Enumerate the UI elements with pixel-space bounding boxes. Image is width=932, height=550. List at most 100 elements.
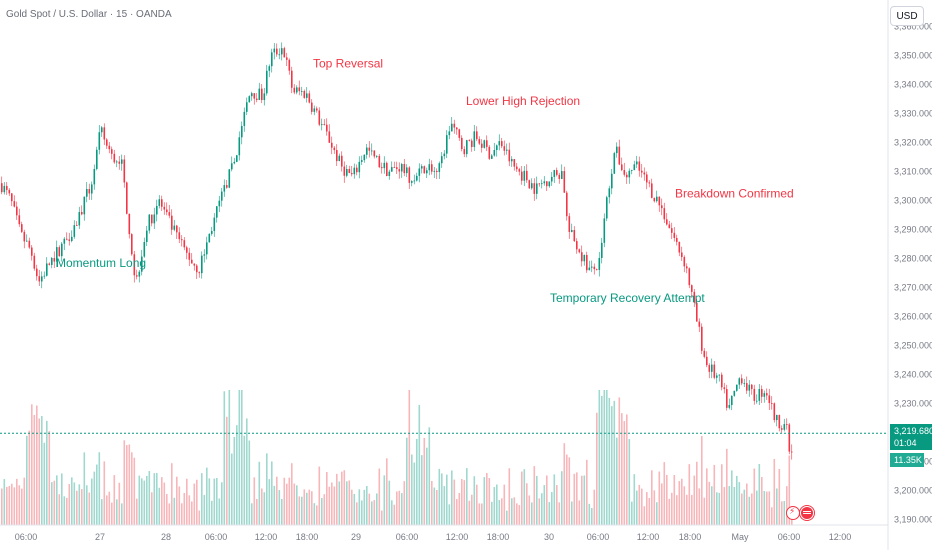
candle-body [653, 197, 656, 202]
volume-bar [71, 477, 73, 525]
candle-body [681, 252, 683, 258]
candle-body [353, 167, 356, 175]
volume-bar [671, 492, 673, 525]
candle-body [13, 201, 16, 207]
candle-body [616, 146, 618, 154]
candle-body [713, 364, 716, 378]
candle-body [16, 206, 18, 216]
candle-body [756, 400, 758, 402]
candle-body [268, 66, 271, 71]
candle-body [88, 188, 91, 194]
volume-bar [463, 480, 466, 525]
candle-body [426, 170, 428, 174]
candle-body [591, 266, 593, 268]
candlestick-series [1, 42, 793, 460]
candle-body [626, 174, 628, 178]
volume-bar [391, 500, 393, 525]
candle-body [783, 424, 786, 430]
current-price-value: 3,219.680 [894, 426, 932, 436]
volume-bar [483, 477, 486, 525]
candle-body [398, 169, 401, 172]
volume-bar [578, 500, 581, 525]
candle-body [688, 268, 691, 286]
volume-bar [331, 482, 333, 525]
volume-bar [193, 483, 196, 525]
candle-body [83, 196, 86, 215]
volume-bar [106, 495, 108, 525]
time-tick-label: 12:00 [255, 532, 278, 542]
volume-bar [443, 486, 446, 525]
volume-bar [528, 495, 531, 525]
candle-body [638, 161, 641, 171]
candle-body [243, 111, 246, 126]
candle-body [448, 131, 451, 136]
volume-bar [413, 462, 416, 525]
candle-body [743, 383, 746, 384]
volume-bar [321, 497, 323, 525]
candle-body [213, 217, 216, 232]
candle-body [161, 199, 163, 207]
candle-body [676, 237, 678, 242]
candle-body [61, 243, 63, 257]
candle-body [186, 247, 188, 253]
candle-body [608, 188, 611, 198]
candle-body [536, 183, 538, 194]
volume-bar [296, 485, 298, 525]
volume-bar [363, 489, 366, 525]
volume-bar [723, 487, 726, 525]
candle-body [376, 155, 378, 157]
volume-bar [753, 468, 756, 525]
volume-bar [778, 468, 781, 525]
volume-bar [678, 481, 681, 525]
candle-body [66, 238, 68, 240]
volume-bar [643, 506, 646, 525]
time-tick-label: 12:00 [446, 532, 469, 542]
volume-bar [96, 464, 98, 525]
volume-bar [316, 505, 318, 525]
volume-bar [63, 496, 66, 525]
volume-bar [293, 483, 296, 525]
candle-body [38, 276, 41, 282]
candle-body [36, 268, 38, 277]
flag-icon[interactable] [800, 506, 814, 520]
candle-body [21, 224, 23, 232]
candle-body [463, 149, 466, 155]
candle-body [791, 451, 793, 453]
volume-bar [353, 493, 356, 525]
candle-body [28, 240, 31, 248]
candle-body [328, 131, 331, 143]
candle-body [56, 247, 58, 262]
candle-body [23, 231, 26, 242]
volume-bar [398, 490, 401, 525]
flash-icon[interactable] [786, 506, 800, 520]
candle-body [118, 161, 121, 164]
candle-body [458, 129, 461, 138]
candle-body [263, 93, 266, 101]
candle-body [361, 160, 363, 162]
volume-bar [631, 501, 633, 525]
candle-body [646, 174, 648, 183]
volume-bar [333, 486, 336, 525]
volume-bar [371, 501, 373, 525]
currency-button[interactable]: USD [890, 6, 924, 26]
time-tick-label: 30 [544, 532, 554, 542]
candle-body [71, 236, 73, 241]
candle-body [391, 167, 393, 172]
candle-body [751, 384, 753, 389]
candle-body [168, 212, 171, 216]
volume-bar [186, 478, 188, 525]
candle-body [208, 233, 211, 243]
volume-bar [116, 499, 118, 525]
volume-bar [338, 481, 341, 525]
candle-body [278, 54, 281, 56]
candle-body [411, 181, 413, 183]
candle-body [253, 93, 256, 99]
candle-body [493, 149, 496, 156]
volume-bar [311, 491, 313, 525]
volume-bar [616, 437, 618, 525]
volume-bar [731, 470, 733, 525]
volume-bar [3, 479, 6, 525]
time-tick-label: 18:00 [296, 532, 319, 542]
time-axis[interactable]: 06:00 27 28 06:00 12:00 18:00 29 06:00 12:00 18:0… [15, 532, 852, 542]
